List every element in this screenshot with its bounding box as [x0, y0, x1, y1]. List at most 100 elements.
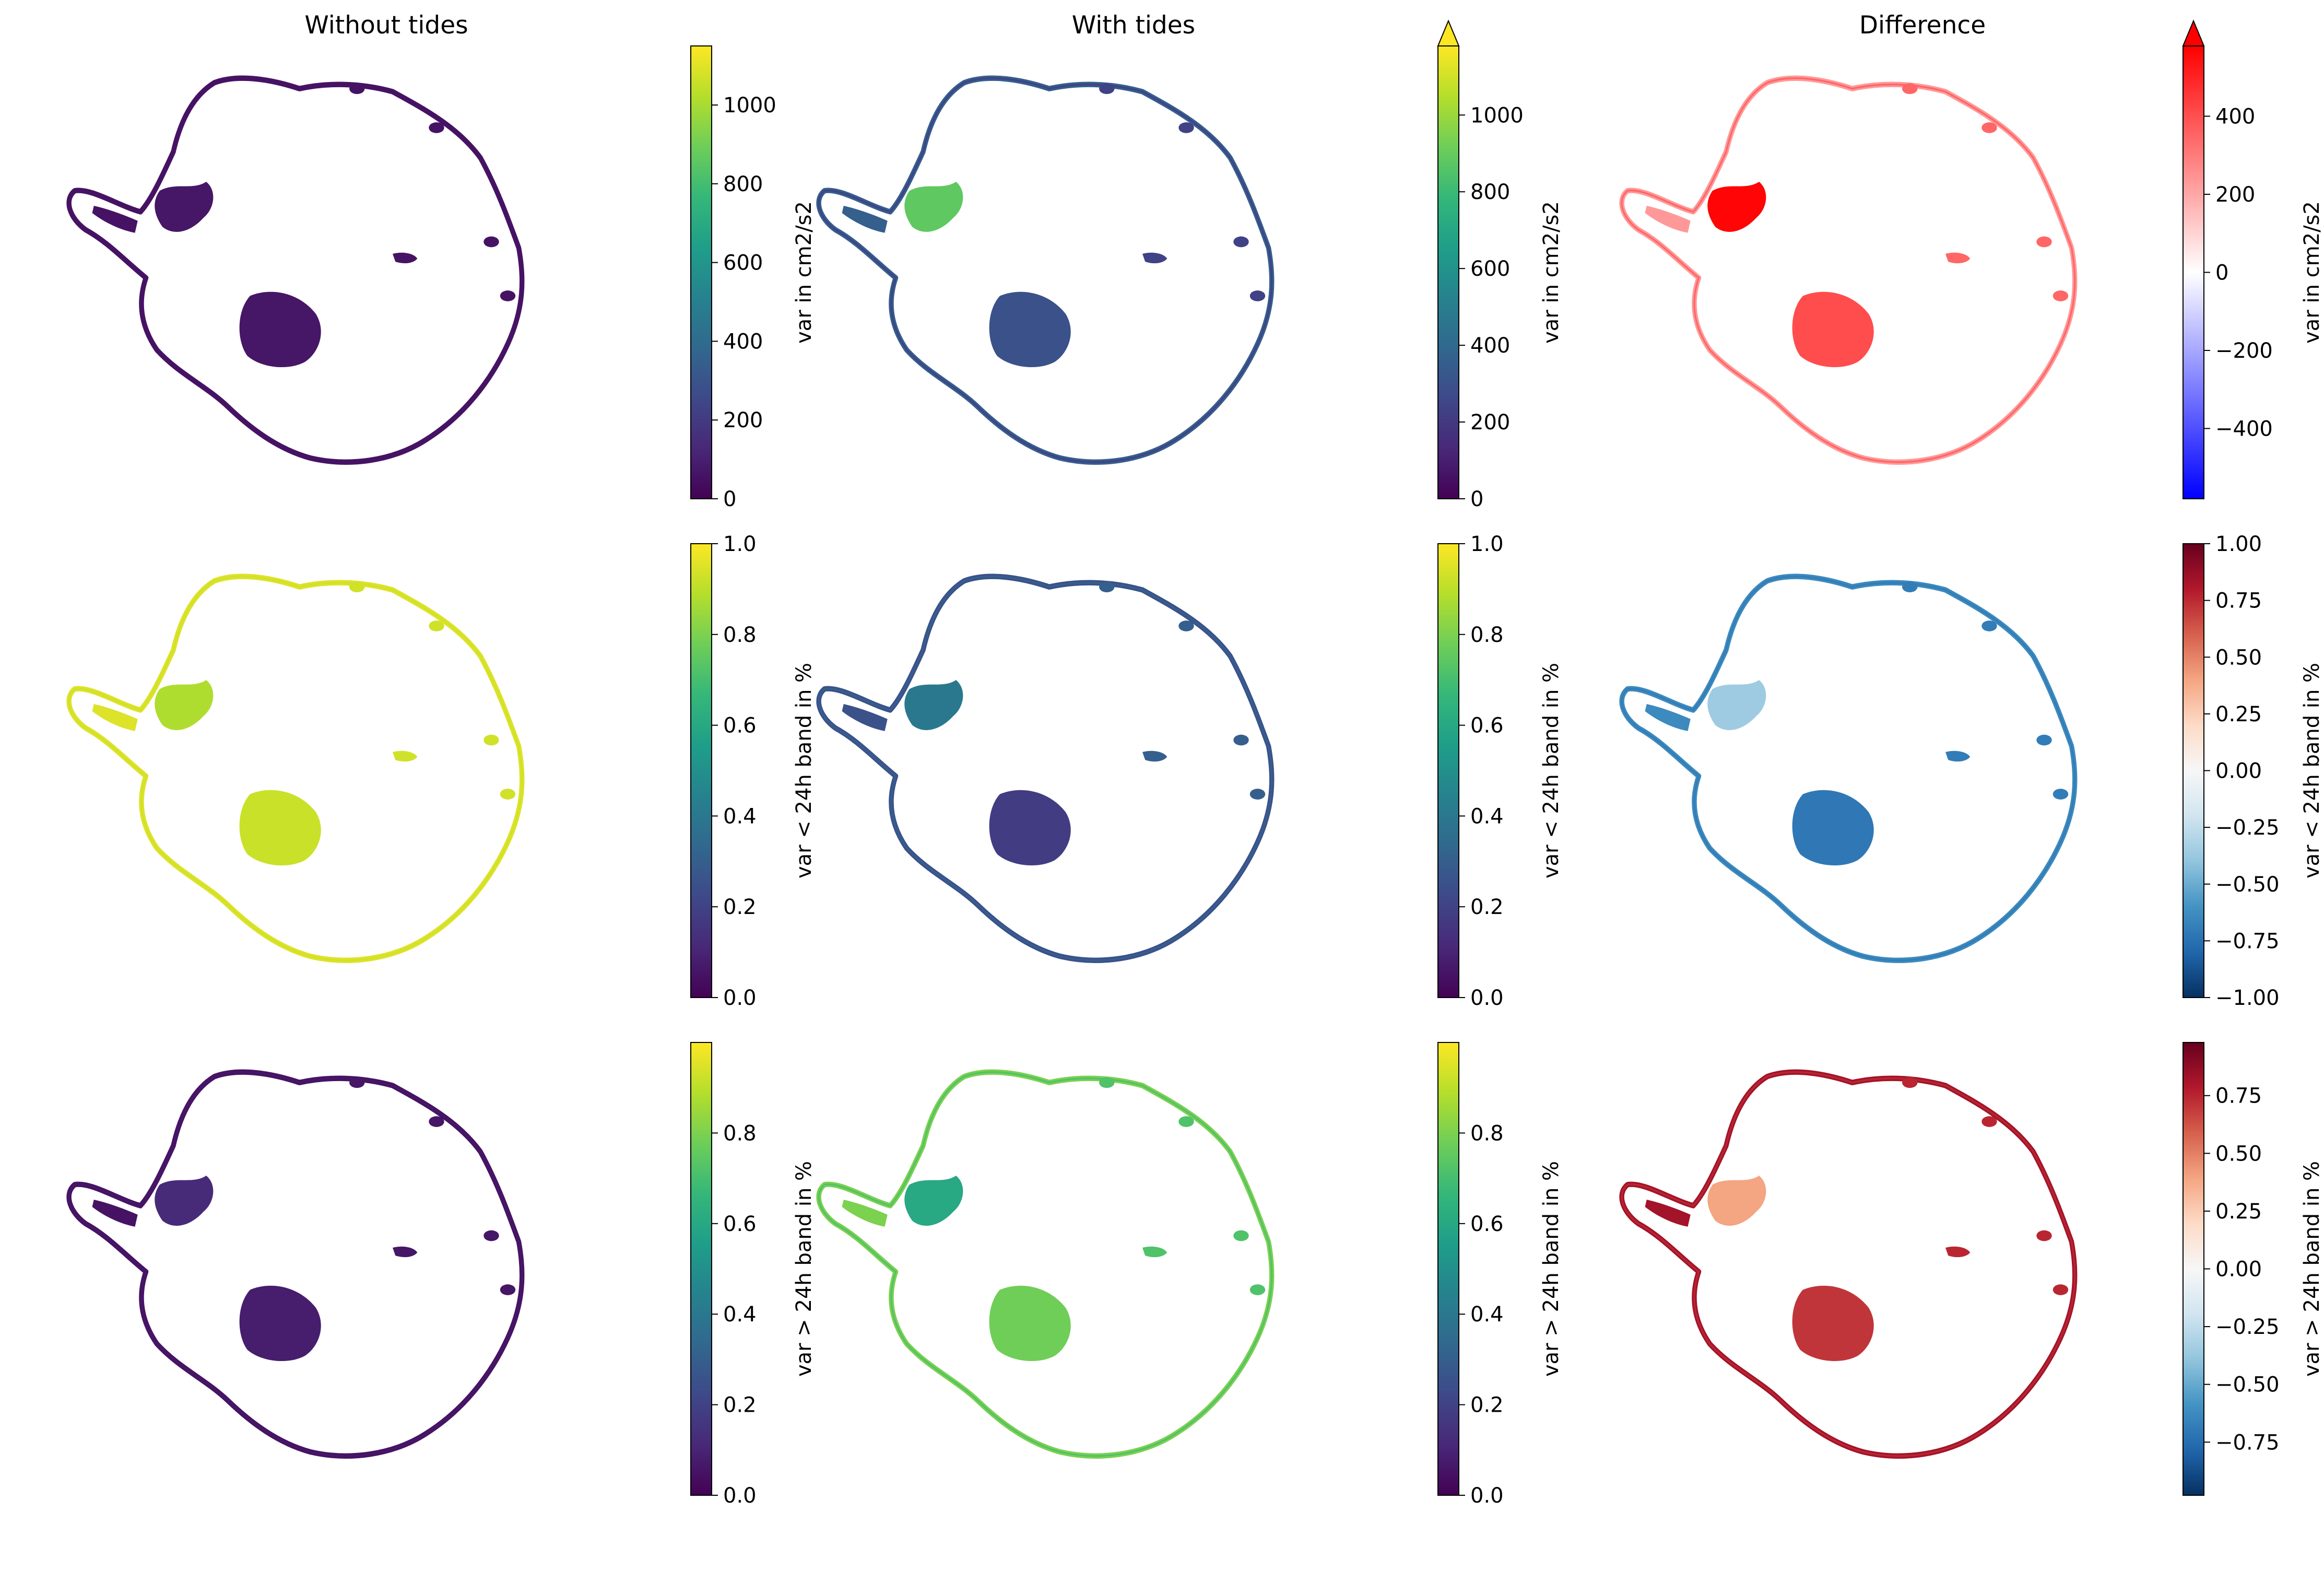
colorbar-tick-label: 0.6 — [1470, 714, 1504, 738]
colorbar-tick-label: 200 — [723, 408, 763, 432]
colorbar-tick-label: 0.2 — [723, 895, 757, 919]
colorbar-row1-col3: −400 −200 0 200 400 var in cm2/s2 — [2182, 19, 2324, 499]
ross-ice-shelf — [239, 790, 321, 866]
amery-ice-shelf — [1142, 252, 1167, 264]
coastal-shelf-patch — [1099, 83, 1115, 95]
colorbar-label: var in cm2/s2 — [792, 201, 816, 344]
coast-edge — [818, 575, 1273, 962]
colorbar-tick-label: 1000 — [1470, 103, 1524, 127]
colorbar-tick-label: 0.0 — [1470, 1484, 1504, 1508]
coastal-shelf-patch — [1249, 1284, 1266, 1295]
coast-edge — [818, 77, 1273, 463]
colorbar-tick-label: 0.8 — [1470, 623, 1504, 647]
colorbar-tick-label: −200 — [2215, 339, 2273, 363]
amery-ice-shelf — [393, 252, 418, 264]
coastal-shelf-patch — [1178, 1116, 1194, 1127]
colorbar-tick-label: 200 — [2215, 183, 2255, 207]
colorbar-tick-label: −1.00 — [2215, 986, 2280, 1010]
coastal-shelf-patch — [2052, 1284, 2069, 1295]
coastal-shelf-patch — [1249, 290, 1266, 301]
coastal-shelf-patch — [2036, 734, 2052, 746]
colorbar-tick-label: 1.0 — [723, 532, 757, 556]
peninsula-shelf — [92, 1200, 138, 1227]
colorbar-gradient — [2183, 45, 2204, 499]
colorbar-tick-label: −0.25 — [2215, 1315, 2280, 1339]
colorbar-tick-label: 1.0 — [1470, 532, 1504, 556]
colorbar-row2-col2: 0.0 0.2 0.4 0.6 0.8 1.0 var < 24h band in % — [1437, 532, 1563, 1010]
ronne-filchner-ice-shelf — [1707, 182, 1766, 232]
peninsula-shelf — [1645, 1200, 1691, 1227]
coastal-shelf-patch — [1233, 236, 1249, 248]
peninsula-shelf — [842, 704, 888, 731]
map-panel-row3-difference — [1619, 1069, 2078, 1459]
ross-ice-shelf — [989, 790, 1071, 866]
colorbar-tick-label: 0.00 — [2215, 759, 2262, 783]
peninsula-shelf — [842, 206, 888, 233]
colorbar-label: var > 24h band in % — [792, 1161, 816, 1377]
peninsula-shelf — [1645, 704, 1691, 731]
colorbar-row2-col1: 0.0 0.2 0.4 0.6 0.8 1.0 var < 24h band in % — [690, 532, 816, 1010]
colorbar-row1-col2: 0 200 400 600 800 1000 var in cm2/s2 — [1437, 19, 1563, 511]
coastal-shelf-patch — [429, 620, 444, 631]
colorbar-gradient — [1437, 543, 1459, 998]
colorbar-tick-label: −0.50 — [2215, 1373, 2280, 1397]
colorbar-row1-col1: 0 200 400 600 800 1000 var in cm2/s2 — [690, 45, 816, 511]
amery-ice-shelf — [1945, 751, 1971, 762]
colorbar-label: var < 24h band in % — [792, 663, 816, 878]
colorbar-tick-label: 0.4 — [1470, 804, 1504, 828]
coastal-shelf-patch — [1902, 581, 1918, 593]
coastal-shelf-patch — [349, 581, 365, 593]
colorbar-tick-label: 600 — [723, 251, 763, 275]
peninsula-shelf — [92, 704, 138, 731]
colorbar-gradient — [1437, 45, 1459, 499]
coastal-shelf-patch — [1981, 620, 1997, 631]
peninsula-shelf — [92, 206, 138, 233]
colorbar-tick-label: 0.0 — [723, 986, 757, 1010]
coastal-shelf-patch — [1902, 83, 1918, 95]
ronne-filchner-ice-shelf — [904, 182, 963, 232]
colorbars: 0 200 400 600 800 1000 var in cm2/s2 0 200 400 600… — [690, 19, 2324, 1508]
coast-edge — [68, 77, 523, 463]
ross-ice-shelf — [989, 1285, 1071, 1362]
column-title-with-tides: With tides — [1072, 11, 1195, 40]
colorbar-tick-label: 0.4 — [1470, 1303, 1504, 1327]
colorbar-tick-label: 0.2 — [723, 1393, 757, 1417]
coastal-shelf-patch — [429, 122, 444, 133]
ross-ice-shelf — [239, 1285, 321, 1362]
colorbar-tick-label: 800 — [723, 172, 763, 196]
colorbar-tick-label: 0.25 — [2215, 702, 2262, 726]
coast-edge — [1621, 77, 2076, 463]
coastal-shelf-patch — [500, 789, 516, 800]
column-titles: Without tides With tides Difference — [304, 11, 1986, 40]
coastal-shelf-patch — [2052, 789, 2069, 800]
colorbar-tick-label: 1000 — [723, 93, 776, 118]
coastal-shelf-patch — [2036, 236, 2052, 248]
colorbar-tick-label: 0.4 — [723, 804, 757, 828]
colorbar-tick-label: −0.50 — [2215, 873, 2280, 897]
coastal-shelf-patch — [1099, 581, 1115, 593]
column-title-difference: Difference — [1859, 11, 1986, 40]
ross-ice-shelf — [989, 291, 1071, 368]
amery-ice-shelf — [1945, 252, 1971, 264]
colorbar-tick-label: 0.2 — [1470, 1393, 1504, 1417]
coastal-shelf-patch — [1099, 1077, 1115, 1088]
colorbar-tick-label: −0.75 — [2215, 929, 2280, 953]
colorbar-tick-label: 1.00 — [2215, 532, 2262, 556]
ronne-filchner-ice-shelf — [1707, 1176, 1766, 1226]
colorbar-gradient — [690, 1042, 712, 1496]
colorbar-tick-label: 0.0 — [1470, 986, 1504, 1010]
colorbar-tick-label: 0 — [1470, 487, 1483, 511]
colorbar-tick-label: −400 — [2215, 417, 2273, 441]
map-panel-row1-difference — [1619, 75, 2078, 465]
colorbar-extend-max — [2182, 19, 2205, 46]
coastal-shelf-patch — [1981, 1116, 1997, 1127]
amery-ice-shelf — [393, 751, 418, 762]
colorbar-gradient — [2183, 543, 2204, 998]
coastal-shelf-patch — [1178, 620, 1194, 631]
coastal-shelf-patch — [500, 1284, 516, 1295]
coastal-shelf-patch — [483, 734, 499, 746]
colorbar-label: var > 24h band in % — [2300, 1161, 2324, 1377]
coastal-shelf-patch — [1233, 1230, 1249, 1241]
amery-ice-shelf — [393, 1246, 418, 1258]
